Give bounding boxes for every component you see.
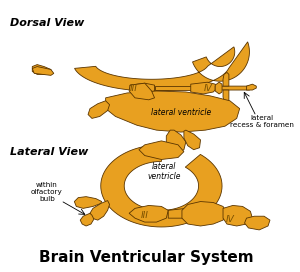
Text: Dorsal View: Dorsal View — [10, 18, 84, 28]
Polygon shape — [166, 130, 186, 154]
Text: IV: IV — [226, 215, 234, 224]
Polygon shape — [184, 130, 200, 150]
Polygon shape — [168, 208, 191, 218]
Polygon shape — [215, 82, 222, 94]
Polygon shape — [223, 205, 252, 226]
Polygon shape — [215, 86, 251, 90]
Polygon shape — [130, 83, 154, 93]
Polygon shape — [247, 84, 256, 90]
Text: Lateral View: Lateral View — [10, 147, 88, 157]
Text: III: III — [141, 211, 149, 220]
Polygon shape — [154, 86, 191, 90]
Polygon shape — [90, 200, 110, 220]
Text: lateral
recess & foramen: lateral recess & foramen — [230, 115, 294, 128]
Polygon shape — [80, 213, 94, 226]
Text: lateral ventricle: lateral ventricle — [151, 108, 211, 117]
Polygon shape — [32, 67, 54, 75]
Text: lateral
ventricle: lateral ventricle — [148, 162, 181, 181]
Text: IV: IV — [204, 84, 213, 92]
Polygon shape — [223, 90, 229, 104]
Polygon shape — [139, 141, 184, 159]
Polygon shape — [182, 202, 227, 226]
Polygon shape — [129, 205, 168, 222]
Polygon shape — [106, 91, 240, 132]
Text: Brain Ventricular System: Brain Ventricular System — [39, 250, 254, 265]
Polygon shape — [32, 64, 51, 74]
Polygon shape — [129, 83, 154, 100]
Polygon shape — [75, 42, 249, 91]
Polygon shape — [191, 82, 217, 94]
Polygon shape — [88, 101, 110, 118]
Polygon shape — [244, 216, 270, 230]
Text: III: III — [130, 84, 138, 92]
Polygon shape — [74, 197, 102, 208]
Polygon shape — [101, 145, 222, 227]
Text: within
olfactory
bulb: within olfactory bulb — [31, 182, 63, 202]
Polygon shape — [223, 72, 229, 86]
